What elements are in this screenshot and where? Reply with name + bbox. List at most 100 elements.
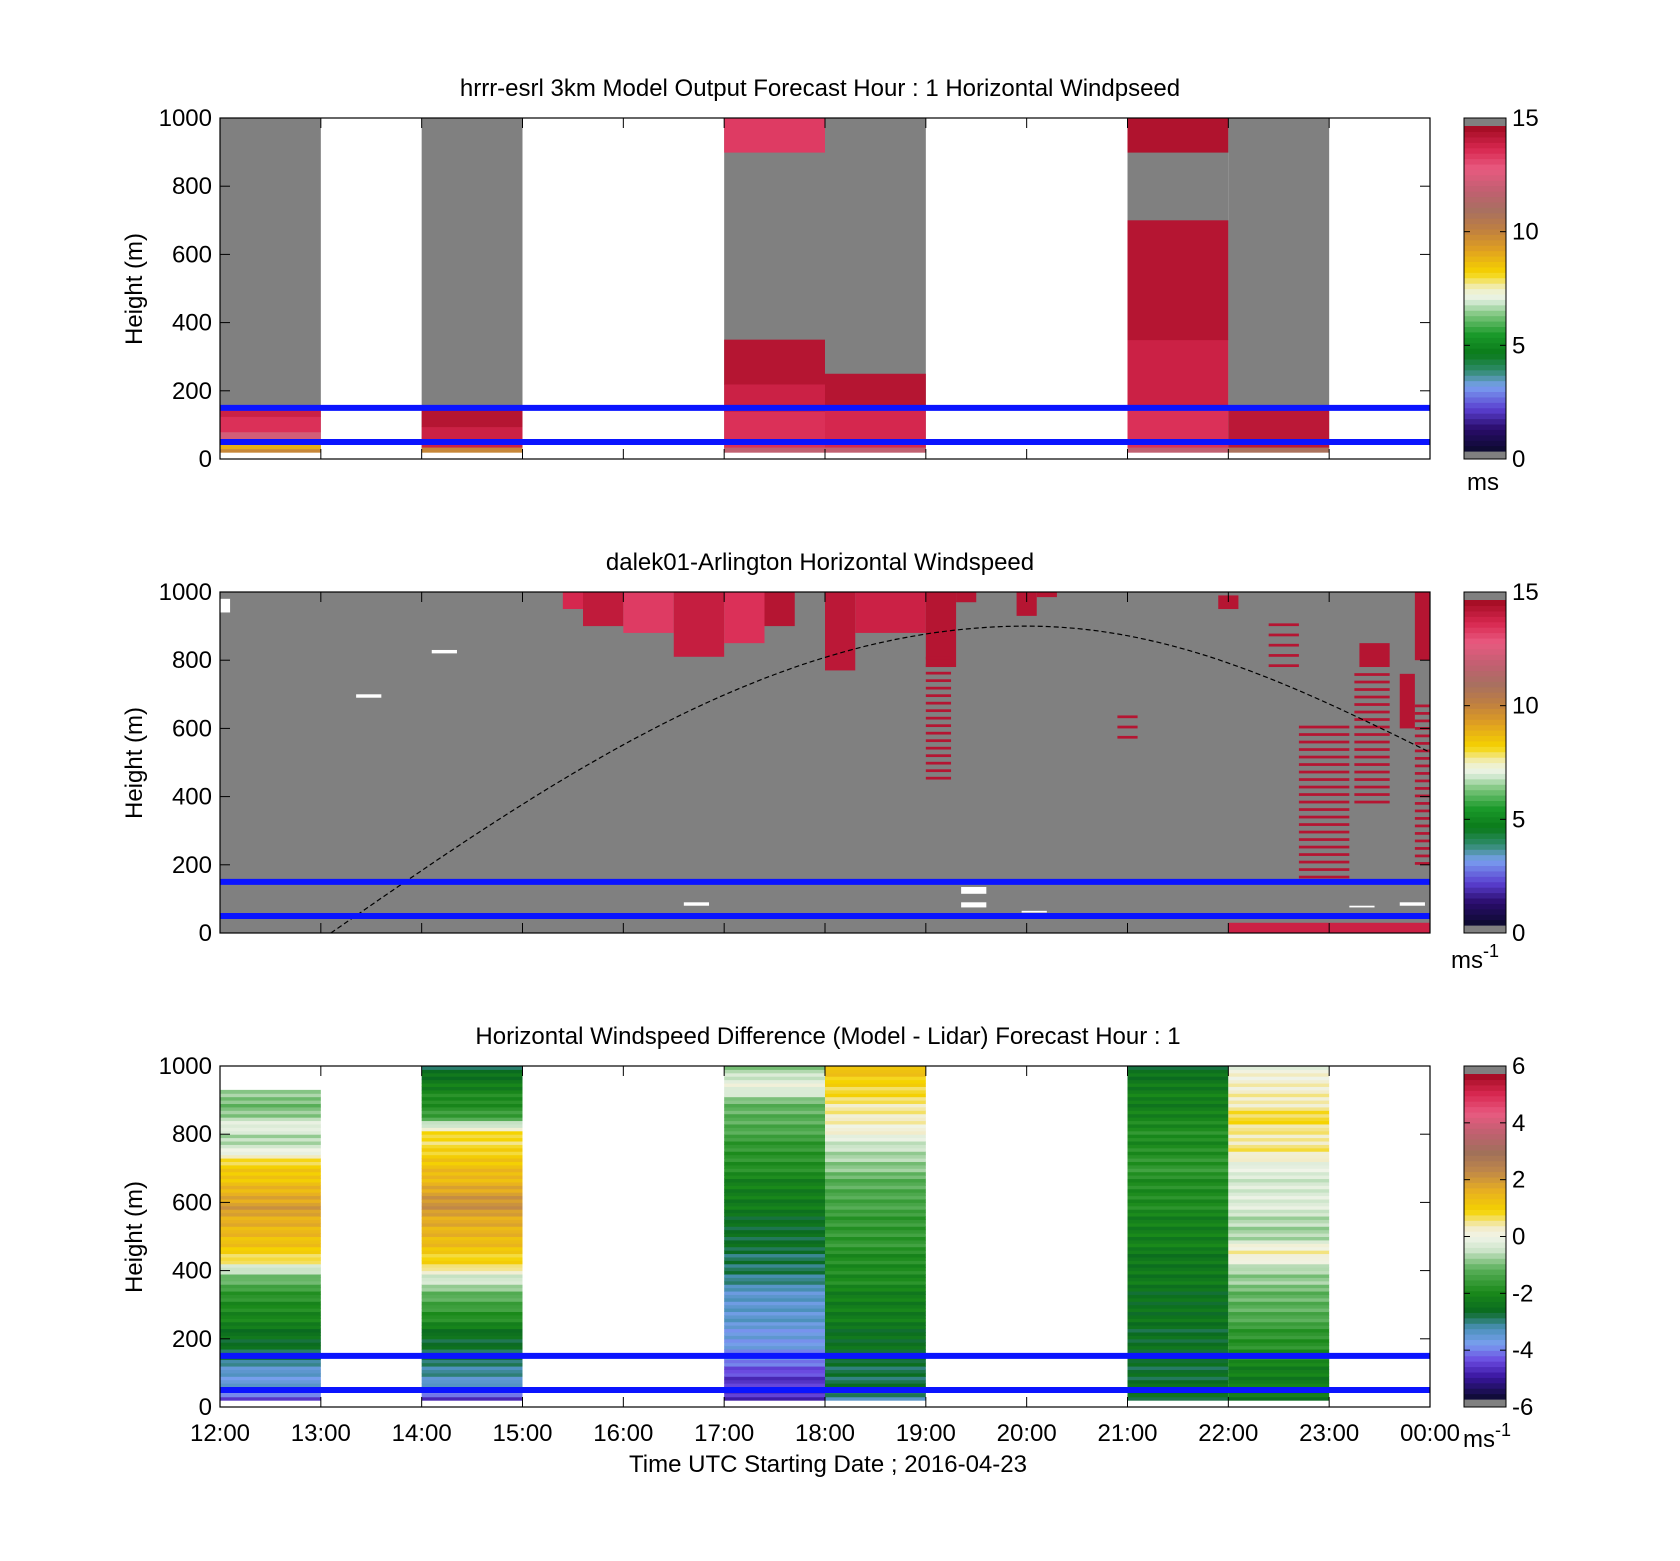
diff-cell [220,1141,321,1145]
panel3-x-ticks: 12:00 13:00 14:00 15:00 16:00 17:00 18:00 19:00… [190,1420,1460,1447]
diff-cell [825,1106,926,1111]
model-cell [220,441,321,450]
diff-cell [421,1263,523,1268]
colorbar-swatch [1464,342,1506,349]
diff-cell [825,1284,926,1289]
diff-cell [825,1304,926,1309]
diff-cell [421,1202,523,1207]
lidar-stripe [1414,832,1430,835]
panel1-title: hrrr-esrl 3km Model Output Forecast Hour… [460,75,1180,102]
diff-cell [825,1175,926,1180]
lidar-stripe [925,716,952,720]
diff-cell [1228,1216,1330,1220]
diff-cell [1127,1151,1229,1156]
lidar-stripe [1298,815,1350,819]
diff-cell [825,1222,926,1227]
diff-cell [1228,1349,1330,1353]
diff-cell [724,1216,825,1220]
diff-cell [724,1188,825,1193]
colorbar-tick-label: 10 [1512,219,1539,246]
lidar-stripe [1414,809,1430,813]
diff-cell [421,1072,523,1077]
colorbar-swatch [1464,908,1506,915]
colorbar-swatch [1464,1312,1506,1319]
diff-cell [724,1205,825,1210]
lidar-stripe [1414,749,1430,753]
lidar-stripe [1414,764,1430,768]
solar-elevation-curve [330,625,1431,934]
colorbar-swatch [1464,816,1506,823]
diff-cell [825,1096,926,1101]
diff-cell [724,1147,825,1152]
colorbar-swatch [1464,1350,1506,1357]
colorbar-swatch [1464,1306,1506,1313]
diff-cell [724,1100,825,1105]
diff-cell [421,1079,523,1084]
lidar-stripe [1268,623,1299,627]
diff-cell [220,1308,321,1313]
diff-cell [1127,1212,1229,1217]
panel2-unit-base: ms [1451,947,1483,974]
lidar-missing [961,886,987,894]
diff-cell [1127,1110,1229,1115]
colorbar-swatch [1464,1111,1506,1118]
diff-cell [724,1369,825,1374]
diff-cell [421,1274,523,1278]
diff-cell [825,1263,926,1268]
y-tick-label: 400 [172,784,212,811]
diff-cell [1228,1178,1330,1183]
diff-cell [825,1335,926,1340]
diff-cell [1127,1270,1229,1275]
diff-cell [421,1222,523,1227]
diff-cell [724,1096,825,1101]
diff-cell [220,1253,321,1258]
colorbar-swatch [1464,228,1506,235]
lidar-cell [925,592,957,668]
colorbar-swatch [1464,1171,1506,1178]
diff-cell [421,1270,523,1275]
lidar-stripe [1354,725,1390,729]
colorbar-swatch [1464,665,1506,672]
diff-cell [724,1294,825,1299]
diff-cell [724,1277,825,1282]
y-tick-label: 1000 [159,1053,212,1080]
diff-cell [1127,1311,1229,1316]
lidar-stripe [1268,664,1299,668]
diff-cell [1127,1079,1229,1084]
diff-cell [1127,1069,1229,1074]
diff-cell [724,1072,825,1077]
colorbar-swatch [1464,423,1506,430]
colorbar-swatch [1464,1225,1506,1232]
diff-cell [220,1229,321,1234]
lidar-stripe [1354,673,1390,676]
colorbar-swatch [1464,1182,1506,1189]
diff-cell [1228,1202,1330,1207]
diff-cell [1127,1277,1229,1282]
diff-cell [1228,1117,1330,1122]
diff-cell [1127,1369,1229,1374]
colorbar-swatch [1464,659,1506,666]
lidar-stripe [1298,845,1350,849]
diff-cell [220,1304,321,1309]
colorbar-swatch [1464,730,1506,737]
diff-cell [1127,1083,1229,1087]
colorbar-swatch [1464,337,1506,344]
lidar-stripe [1414,839,1430,843]
diff-cell [1228,1253,1330,1258]
colorbar-swatch [1464,675,1506,682]
colorbar-swatch [1464,751,1506,758]
x-tick-label: 21:00 [1097,1420,1157,1447]
diff-cell [1228,1335,1330,1340]
colorbar-swatch [1464,627,1506,634]
diff-cell [1228,1219,1330,1224]
diff-cell [724,1168,825,1173]
diff-cell [825,1226,926,1231]
y-tick-label: 0 [199,1394,212,1421]
diff-cell [724,1331,825,1336]
diff-cell [1127,1175,1229,1180]
lidar-stripe [1414,757,1430,760]
colorbar-swatch [1464,212,1506,219]
diff-cell [220,1147,321,1152]
diff-cell [220,1239,321,1244]
diff-cell [220,1314,321,1319]
